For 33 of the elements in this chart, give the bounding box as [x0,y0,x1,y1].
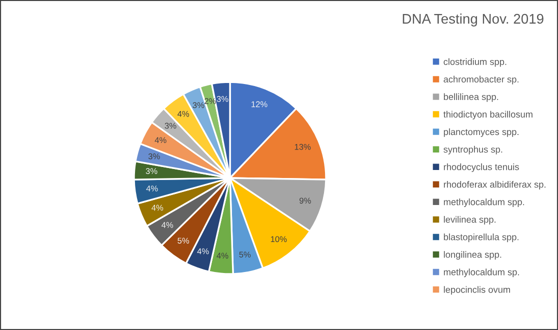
legend-label: methylocaldum sp. [444,268,519,278]
chart-title: DNA Testing Nov. 2019 [402,14,544,26]
legend-label: methylocaldum spp. [444,198,524,208]
legend-label: thiodictyon bacillosum [443,110,532,120]
legend-label: clostridium spp. [444,58,506,67]
legend-label: syntrophus sp. [444,146,502,154]
legend-label: rhodocyclus tenuis [444,163,519,172]
data-label: 10% [270,236,287,242]
legend-label: lepocinclis ovum [444,286,510,295]
data-label: 9% [300,198,311,204]
legend-label: rhodoferax albidiferax sp. [444,180,546,190]
data-label: 3% [148,153,160,160]
data-label: 4% [152,204,164,211]
data-label: 4% [216,252,228,259]
data-label: 5% [178,238,190,244]
data-label: 4% [154,137,166,144]
legend-label: longilinea spp. [444,251,502,260]
data-label: 3% [192,102,204,108]
data-label: 4% [177,110,190,117]
legend-label: bellilinea spp. [444,93,498,102]
data-label: 3% [164,122,176,129]
data-label: 13% [294,144,311,150]
legend-label: blastopirellula spp. [444,234,518,242]
data-label: 4% [146,186,158,192]
legend-label: planctomyces spp. [444,128,518,137]
data-label: 12% [252,101,268,108]
legend-label: levilinea spp. [444,216,496,225]
data-label: 3% [146,168,158,174]
data-label: 3% [216,96,228,102]
data-label: 4% [162,222,174,228]
data-label: 4% [197,248,209,254]
data-label: 5% [239,252,251,258]
legend-label: achromobacter sp. [444,76,518,84]
